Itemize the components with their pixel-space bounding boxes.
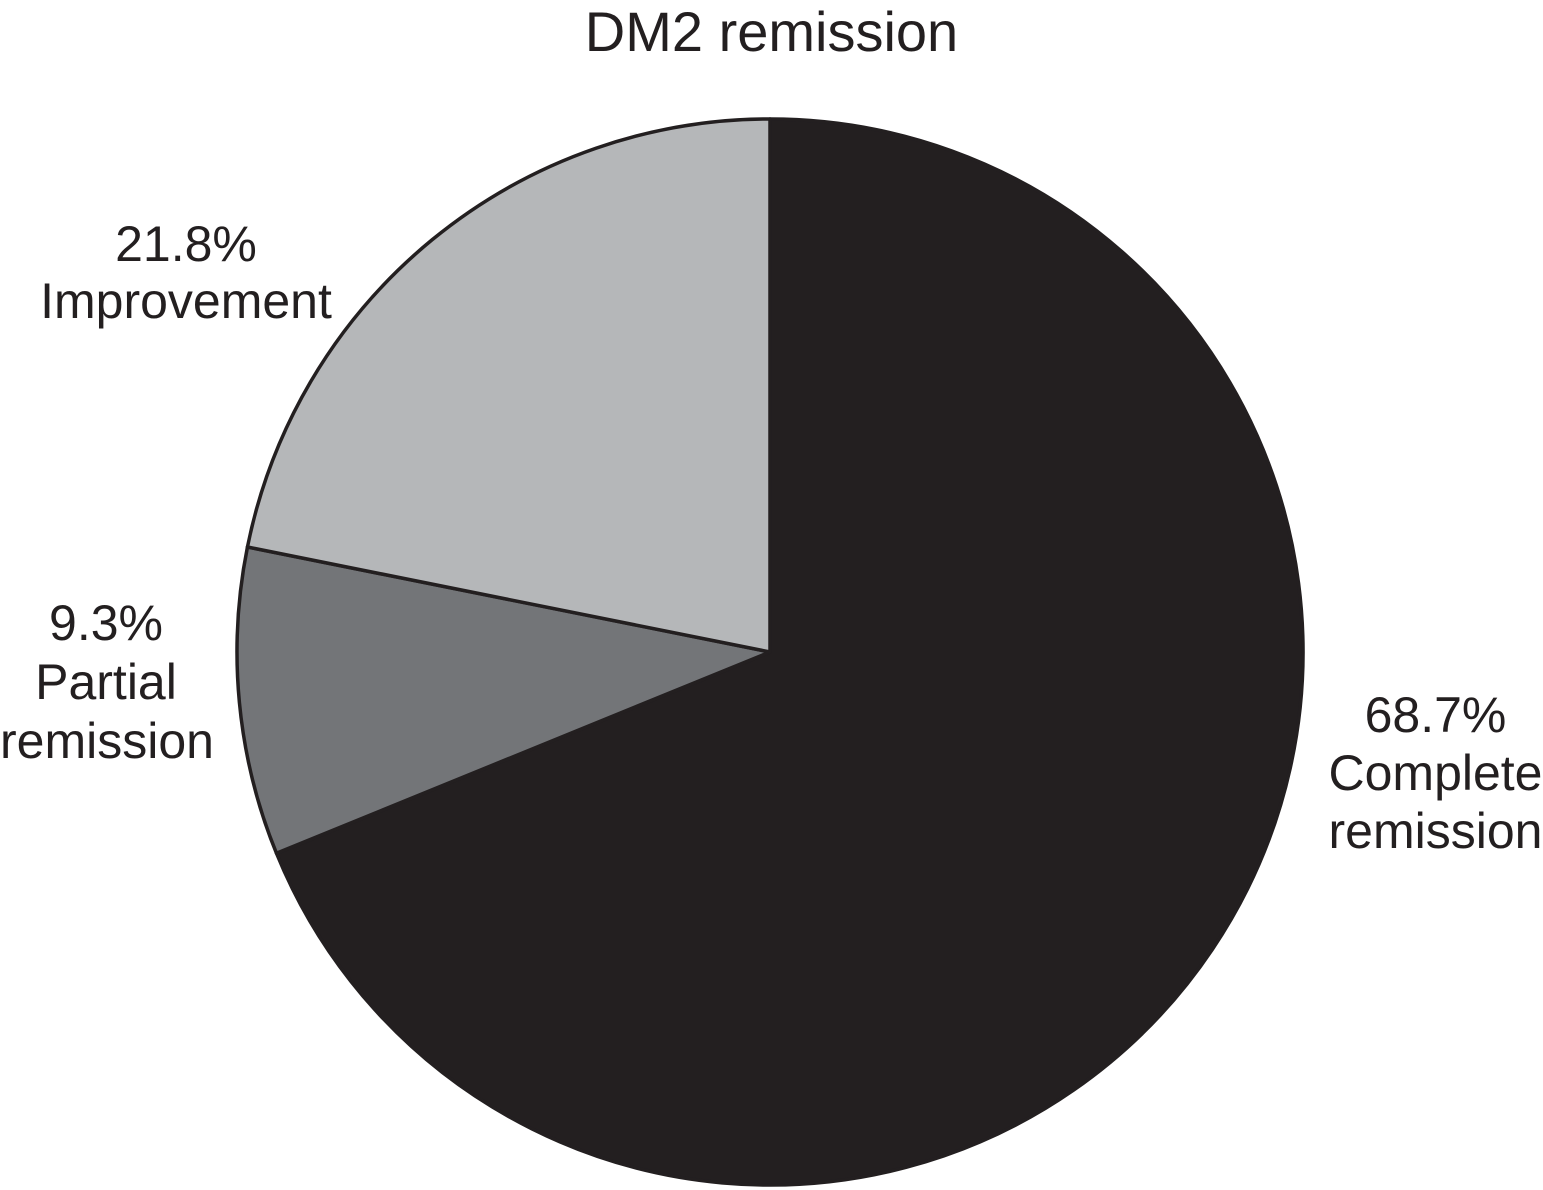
slice-label-complete-remission: 68.7% Complete remission bbox=[1328, 687, 1543, 859]
slice-label-partial-remission: 9.3% Partial remission bbox=[0, 595, 214, 769]
pie-slice-complete-remission bbox=[274, 117, 1305, 1187]
pie-slice-partial-remission bbox=[235, 545, 772, 855]
pie-slice-improvement bbox=[245, 117, 772, 654]
chart-title: DM2 remission bbox=[584, 0, 959, 63]
slice-label-improvement: 21.8% Improvement bbox=[40, 216, 332, 329]
